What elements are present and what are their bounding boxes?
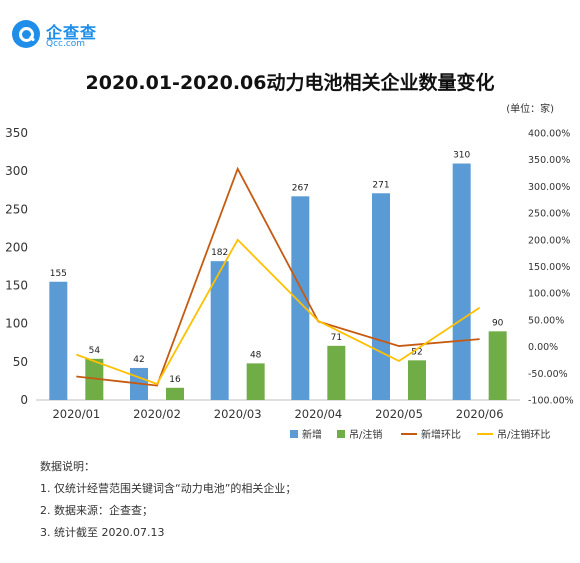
bar-new [210, 261, 229, 400]
y-right-tick-label: 350.00% [528, 155, 570, 166]
y-right-tick-label: 400.00% [528, 129, 570, 140]
note-item: 3. 统计截至 2020.07.13 [40, 526, 165, 539]
bar-cancelled [166, 387, 184, 400]
bar-value-label: 16 [169, 375, 181, 385]
y-right-tick-label: -100.00% [528, 396, 574, 407]
bar-value-label: 52 [411, 347, 422, 357]
bar-new [372, 193, 390, 400]
data-notes: 数据说明： 1. 仅统计经营范围关键词含“动力电池”的相关企业； 2. 数据来源… [40, 456, 296, 544]
legend-label: 吊/注销环比 [497, 428, 550, 441]
legend-swatch [290, 430, 298, 438]
y-left-tick-label: 50 [13, 355, 28, 369]
chart-title: 2020.01-2020.06动力电池相关企业数量变化 [85, 72, 495, 94]
y-right-tick-label: -50.00% [528, 369, 568, 380]
bar-value-label: 71 [331, 333, 342, 343]
bar-value-label: 54 [89, 346, 101, 356]
bar-value-label: 42 [133, 355, 144, 365]
y-left-tick-label: 300 [5, 164, 28, 178]
bar-new [49, 281, 68, 400]
legend-label: 新增 [302, 428, 322, 441]
combo-chart: 0 50 100 150 200 250 300 350 -100.00% -50.00% 0.00… [5, 126, 574, 441]
bar-value-label: 48 [250, 350, 262, 360]
bar-value-label: 267 [292, 183, 309, 193]
search-logo-icon [12, 20, 40, 48]
y-right-tick-label: 300.00% [528, 182, 570, 193]
line-new-mom [76, 166, 480, 387]
note-item: 2. 数据来源：企查查； [40, 504, 153, 517]
bar-value-label: 310 [453, 151, 470, 161]
bar-cancelled [327, 345, 346, 400]
x-tick-label: 2020/06 [456, 407, 504, 421]
legend-label: 吊/注销 [349, 428, 382, 441]
y-right-tick-label: 100.00% [528, 289, 570, 300]
y-right-tick-label: 50.00% [528, 315, 564, 326]
x-tick-label: 2020/05 [375, 407, 423, 421]
line-cancelled-mom [76, 238, 481, 386]
bar-value-label: 90 [492, 318, 504, 328]
y-right-tick-label: 150.00% [528, 262, 570, 273]
bar-value-label: 182 [211, 248, 228, 258]
legend-label: 新增环比 [421, 428, 461, 441]
y-right-tick-label: 250.00% [528, 209, 570, 220]
x-tick-label: 2020/01 [52, 407, 100, 421]
y-right-tick-label: 200.00% [528, 235, 570, 246]
bar-value-label: 271 [372, 180, 389, 190]
bar-cancelled [488, 331, 507, 400]
bar-cancelled [246, 363, 265, 400]
bar-new [452, 163, 471, 400]
brand-name: 企查查 [46, 23, 98, 42]
y-left-tick-label: 350 [5, 126, 28, 140]
y-left-tick-label: 0 [20, 393, 28, 407]
x-tick-label: 2020/04 [294, 407, 342, 421]
notes-heading: 数据说明： [40, 460, 95, 473]
x-tick-label: 2020/02 [133, 407, 181, 421]
note-item: 1. 仅统计经营范围关键词含“动力电池”的相关企业； [40, 482, 297, 495]
y-left-tick-label: 150 [5, 279, 28, 293]
y-left-tick-label: 250 [5, 202, 28, 216]
bar-cancelled [408, 360, 426, 400]
y-left-tick-label: 200 [5, 240, 28, 254]
legend-swatch [337, 430, 345, 438]
bar-new [291, 196, 310, 400]
bar-value-label: 155 [50, 269, 67, 279]
brand-logo: 企查查 Qcc.com [8, 14, 128, 54]
y-right-tick-label: 0.00% [528, 342, 558, 353]
y-left-tick-label: 100 [5, 317, 28, 331]
brand-domain: Qcc.com [46, 39, 86, 49]
unit-label: (单位：家) [506, 104, 554, 115]
x-tick-label: 2020/03 [214, 407, 262, 421]
